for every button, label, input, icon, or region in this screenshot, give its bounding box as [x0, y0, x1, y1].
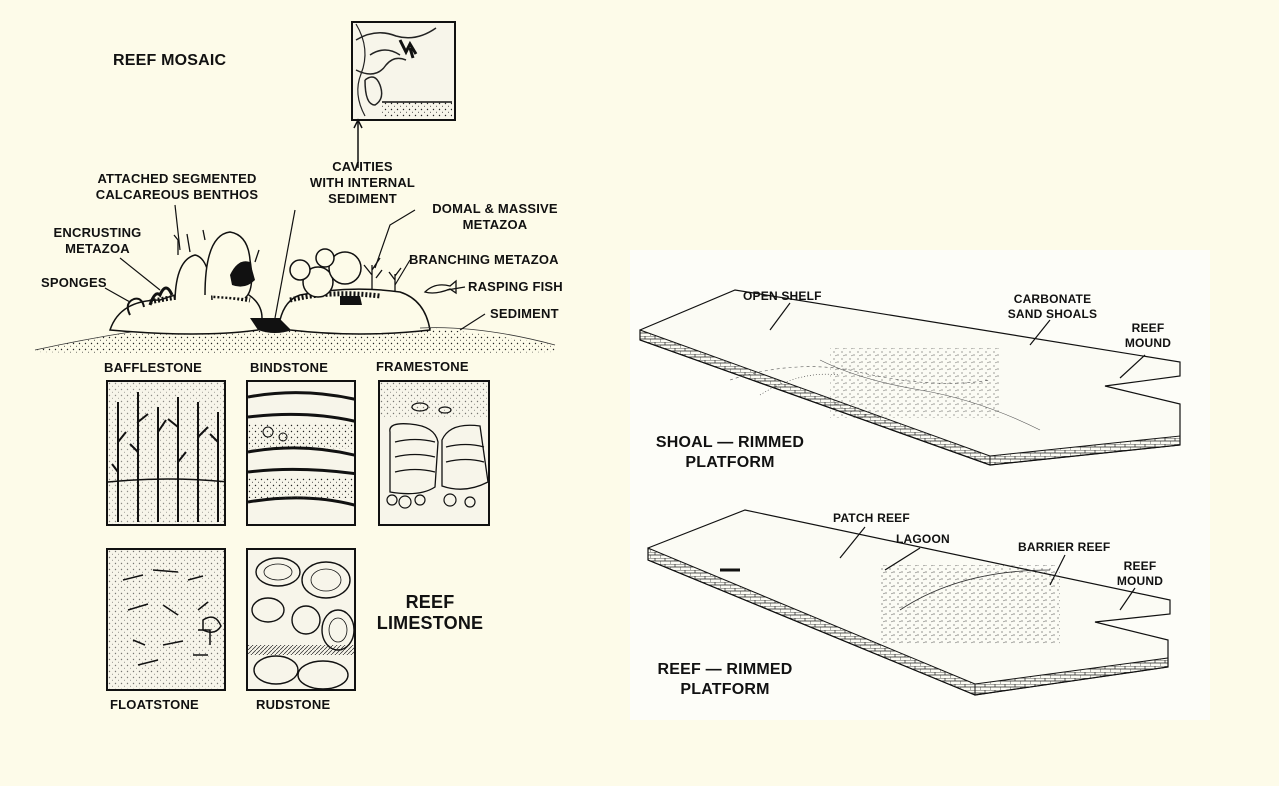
label-cavities-line1: CAVITIES	[332, 159, 393, 174]
label-domal-metazoa: DOMAL & MASSIVE METAZOA	[420, 201, 570, 233]
shoal-title-line2: PLATFORM	[685, 454, 775, 471]
label-bafflestone: BAFFLESTONE	[104, 360, 203, 375]
label-encrusting-line1: ENCRUSTING	[53, 225, 142, 240]
bafflestone-box	[106, 380, 226, 526]
label-attached-line1: ATTACHED SEGMENTED	[97, 171, 257, 186]
reef-limestone-title: REEF LIMESTONE	[365, 592, 495, 634]
shoal-rimmed-block	[639, 289, 1181, 466]
label-cavities-line2: WITH INTERNAL	[309, 175, 416, 190]
reef-limestone-line2: LIMESTONE	[376, 613, 484, 633]
label-open-shelf: OPEN SHELF	[743, 289, 822, 303]
rudstone-box	[246, 548, 356, 691]
bindstone-box	[246, 380, 356, 526]
label-sand-shoals-line1: CARBONATE	[1013, 292, 1092, 306]
reef-mosaic-leaders	[104, 204, 486, 331]
label-domal-line2: METAZOA	[462, 217, 528, 232]
shoal-rimmed-title: SHOAL — RIMMED PLATFORM	[640, 433, 820, 473]
framestone-box	[378, 380, 490, 526]
label-attached-line2: CALCAREOUS BENTHOS	[95, 187, 259, 202]
label-sand-shoals: CARBONATE SAND SHOALS	[995, 292, 1110, 322]
label-reef-mound-line2: MOUND	[1116, 574, 1164, 588]
label-barrier-reef: BARRIER REEF	[1018, 540, 1111, 554]
label-encrusting-metazoa: ENCRUSTING METAZOA	[40, 225, 155, 257]
label-shoal-mound-line2: MOUND	[1124, 336, 1172, 350]
label-bindstone: BINDSTONE	[250, 360, 329, 375]
shoal-title-line1: SHOAL — RIMMED	[655, 434, 805, 451]
label-reef-mound-line1: REEF	[1123, 559, 1157, 573]
label-framestone: FRAMESTONE	[376, 359, 469, 374]
label-reef-reef-mound: REEF MOUND	[1110, 559, 1170, 589]
label-patch-reef: PATCH REEF	[833, 511, 910, 525]
label-rasping-fish: RASPING FISH	[468, 279, 563, 294]
reef-rimmed-block	[647, 509, 1171, 696]
label-sediment: SEDIMENT	[490, 306, 559, 321]
label-cavities-line3: SEDIMENT	[328, 191, 397, 206]
label-sand-shoals-line2: SAND SHOALS	[1007, 307, 1098, 321]
label-floatstone: FLOATSTONE	[110, 697, 199, 712]
label-sponges: SPONGES	[41, 275, 107, 290]
label-cavities: CAVITIES WITH INTERNAL SEDIMENT	[305, 159, 420, 207]
cavity-inset-box	[351, 21, 456, 121]
reef-mosaic-section	[34, 229, 556, 354]
label-attached-benthos: ATTACHED SEGMENTED CALCAREOUS BENTHOS	[82, 171, 272, 203]
label-domal-line1: DOMAL & MASSIVE	[432, 201, 558, 216]
label-branching-metazoa: BRANCHING METAZOA	[409, 252, 559, 267]
reef-title-line2: PLATFORM	[680, 681, 770, 698]
reef-title-line1: REEF — RIMMED	[657, 661, 793, 678]
label-shoal-reef-mound: REEF MOUND	[1118, 321, 1178, 351]
platform-leaders	[769, 302, 1146, 611]
reef-mosaic-title: REEF MOSAIC	[113, 52, 227, 69]
label-lagoon: LAGOON	[896, 532, 950, 546]
label-encrusting-line2: METAZOA	[65, 241, 130, 256]
reef-rimmed-title: REEF — RIMMED PLATFORM	[640, 660, 810, 700]
reef-limestone-line1: REEF	[405, 592, 455, 612]
floatstone-box	[106, 548, 226, 691]
label-rudstone: RUDSTONE	[256, 697, 331, 712]
label-shoal-mound-line1: REEF	[1131, 321, 1165, 335]
